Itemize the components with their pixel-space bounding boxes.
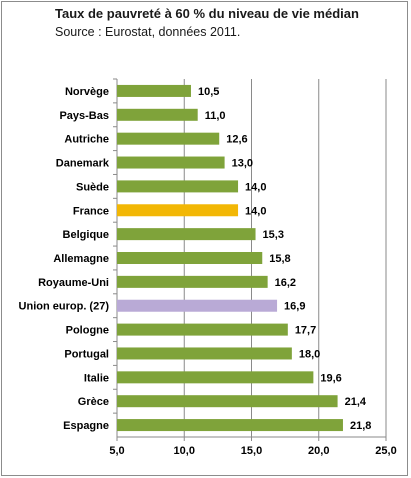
category-label: Allemagne bbox=[53, 253, 109, 265]
bar bbox=[117, 228, 256, 241]
bar bbox=[117, 323, 288, 336]
bar bbox=[117, 204, 239, 217]
category-label: Pologne bbox=[66, 325, 109, 337]
bar bbox=[117, 132, 220, 145]
value-label: 15,8 bbox=[269, 253, 290, 265]
x-tick-label: 20,0 bbox=[308, 445, 329, 457]
bar bbox=[117, 371, 314, 384]
value-label: 11,0 bbox=[205, 110, 226, 122]
category-label: Norvège bbox=[65, 86, 109, 98]
bar bbox=[117, 156, 225, 169]
bar bbox=[117, 419, 343, 432]
category-label: Union europ. (27) bbox=[19, 301, 110, 313]
value-label: 19,6 bbox=[320, 372, 341, 384]
x-tick-label: 25,0 bbox=[375, 445, 396, 457]
bar bbox=[117, 180, 239, 193]
value-label: 13,0 bbox=[232, 158, 253, 170]
bar bbox=[117, 347, 292, 360]
chart-subtitle: Source : Eurostat, données 2011. bbox=[55, 25, 241, 39]
category-label: Danemark bbox=[56, 158, 110, 170]
bar bbox=[117, 108, 198, 121]
category-label: Italie bbox=[84, 372, 109, 384]
x-tick-label: 15,0 bbox=[241, 445, 262, 457]
category-label: Autriche bbox=[64, 134, 109, 146]
category-label: Belgique bbox=[63, 229, 109, 241]
category-label: Suède bbox=[76, 181, 109, 193]
bar bbox=[117, 275, 268, 288]
x-tick-label: 5,0 bbox=[109, 445, 124, 457]
value-label: 15,3 bbox=[263, 229, 284, 241]
category-label: Royaume-Uni bbox=[38, 277, 109, 289]
value-label: 21,4 bbox=[345, 396, 367, 408]
value-label: 18,0 bbox=[299, 348, 320, 360]
bar bbox=[117, 395, 338, 408]
value-label: 21,8 bbox=[350, 420, 371, 432]
category-label: Portugal bbox=[64, 348, 109, 360]
bar bbox=[117, 299, 278, 312]
bar bbox=[117, 252, 263, 264]
category-label: France bbox=[73, 205, 109, 217]
value-label: 17,7 bbox=[295, 325, 316, 337]
chart-title: Taux de pauvreté à 60 % du niveau de vie… bbox=[55, 6, 359, 21]
value-label: 10,5 bbox=[198, 86, 219, 98]
category-label: Pays-Bas bbox=[59, 110, 109, 122]
value-label: 16,9 bbox=[284, 301, 305, 313]
bar bbox=[117, 84, 191, 97]
value-label: 14,0 bbox=[245, 181, 266, 193]
value-label: 14,0 bbox=[245, 205, 266, 217]
value-label: 16,2 bbox=[275, 277, 296, 289]
x-tick-label: 10,0 bbox=[174, 445, 195, 457]
category-label: Grèce bbox=[78, 396, 109, 408]
category-label: Espagne bbox=[63, 420, 109, 432]
value-label: 12,6 bbox=[226, 134, 247, 146]
